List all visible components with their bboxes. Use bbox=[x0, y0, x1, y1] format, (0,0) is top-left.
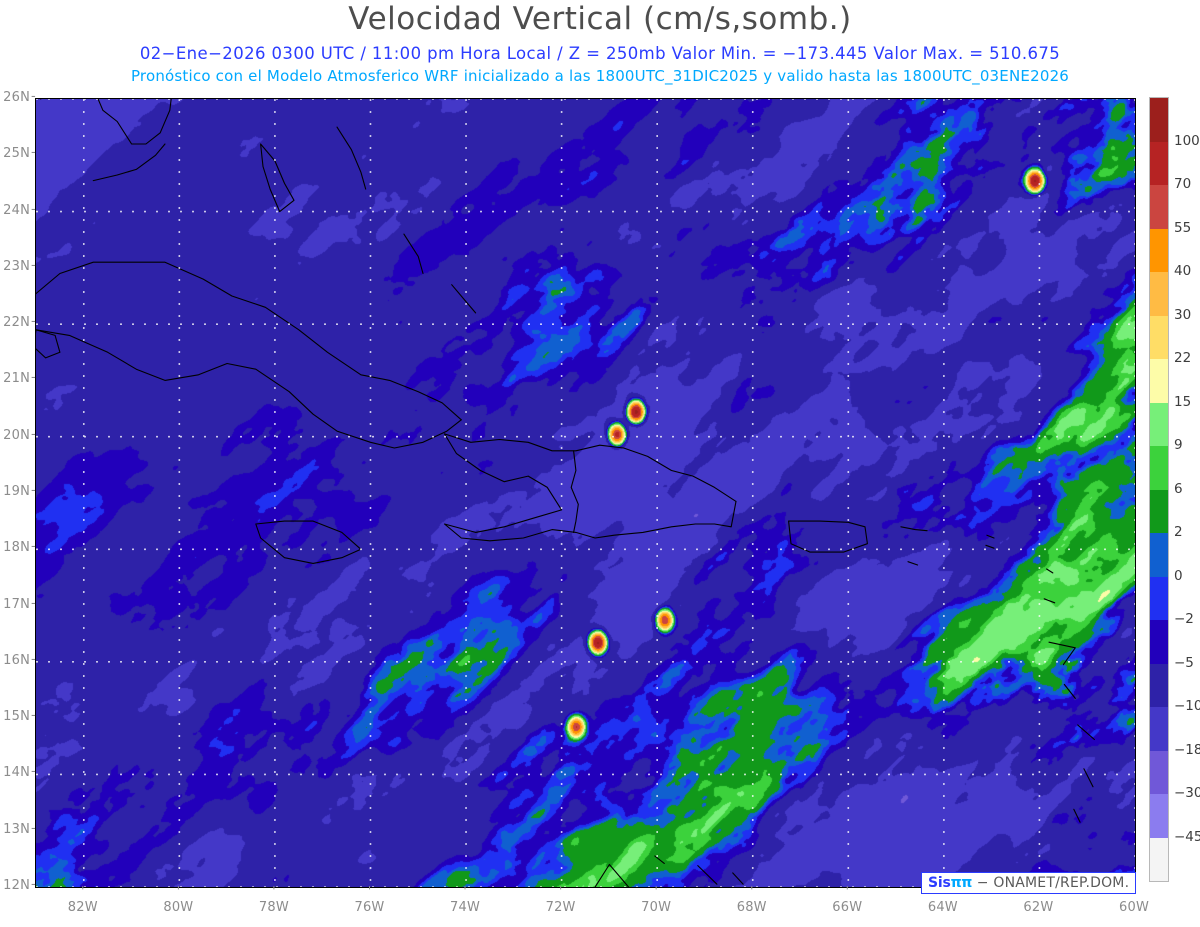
y-axis-tick-label: 15N bbox=[3, 709, 30, 725]
vertical-velocity-field bbox=[36, 99, 1135, 887]
x-axis-tick-mark: ' bbox=[272, 884, 276, 898]
page-title: Velocidad Vertical (cm/s,somb.) bbox=[348, 1, 852, 37]
brand-mark-icon: ππ bbox=[950, 875, 973, 891]
colorbar-tick-label: 55 bbox=[1174, 219, 1192, 236]
colorbar-tick-label: −5 bbox=[1174, 654, 1194, 671]
colorbar-band bbox=[1150, 402, 1168, 446]
x-axis-tick-label: 62W bbox=[1023, 900, 1054, 915]
colorbar-tick-label: 22 bbox=[1174, 350, 1192, 366]
colorbar-band bbox=[1150, 663, 1168, 707]
colorbar-band bbox=[1150, 446, 1168, 490]
agency-name: − ONAMET/REP.DOM. bbox=[976, 875, 1130, 891]
y-axis-tick-label: 17N bbox=[3, 596, 30, 612]
colorbar-tick-label: 2 bbox=[1174, 524, 1183, 540]
x-axis-tick-label: 76W bbox=[354, 900, 385, 915]
y-axis-tick-mark: - bbox=[31, 595, 36, 611]
y-axis-tick-label: 13N bbox=[3, 821, 30, 837]
colorbar-tick-label: 6 bbox=[1174, 480, 1183, 497]
colorbar-band bbox=[1150, 707, 1168, 751]
y-axis-tick-label: 21N bbox=[3, 371, 30, 387]
colorbar-band bbox=[1150, 272, 1168, 316]
colorbar-band bbox=[1150, 837, 1168, 881]
y-axis-tick-label: 23N bbox=[3, 258, 30, 274]
colorbar-tick-label: −2 bbox=[1174, 611, 1194, 627]
x-axis-tick-label: 60W bbox=[1119, 900, 1149, 915]
colorbar-band bbox=[1150, 315, 1168, 359]
x-axis-tick-label: 70W bbox=[641, 900, 672, 915]
colorbar-band bbox=[1150, 98, 1168, 142]
x-axis-tick-mark: ' bbox=[176, 884, 180, 898]
x-axis-tick-mark: ' bbox=[654, 884, 658, 898]
colorbar-band bbox=[1150, 576, 1168, 620]
y-axis-tick-label: 22N bbox=[3, 315, 30, 331]
y-axis-tick-label: 16N bbox=[3, 652, 30, 668]
colorbar-tick-label: 70 bbox=[1174, 176, 1192, 192]
y-axis-tick-mark: - bbox=[31, 877, 36, 892]
y-axis-tick-mark: - bbox=[31, 201, 36, 217]
x-axis-tick-label: 66W bbox=[832, 900, 863, 915]
x-axis-tick-mark: ' bbox=[463, 884, 467, 898]
y-axis-tick-mark: - bbox=[31, 145, 36, 161]
model-init-line: Pronóstico con el Modelo Atmosferico WRF… bbox=[130, 67, 1070, 85]
x-axis-tick-mark: ' bbox=[81, 884, 85, 898]
y-axis-tick-label: 18N bbox=[3, 540, 30, 556]
y-axis-tick-label: 12N bbox=[3, 878, 30, 893]
colorbar-band bbox=[1150, 185, 1168, 229]
x-axis-tick-label: 82W bbox=[67, 900, 98, 915]
x-axis-tick-mark: ' bbox=[558, 884, 563, 898]
colorbar-tick-label: 30 bbox=[1174, 306, 1192, 323]
colorbar-tick-label: 15 bbox=[1174, 393, 1192, 410]
colorbar-band bbox=[1150, 228, 1168, 272]
y-axis-tick-mark: - bbox=[31, 708, 36, 724]
x-axis-tick-label: 74W bbox=[450, 900, 481, 915]
x-axis-tick-label: 78W bbox=[258, 900, 289, 915]
y-axis-tick-label: 20N bbox=[3, 427, 30, 443]
colorbar-band bbox=[1150, 750, 1168, 794]
colorbar-band bbox=[1150, 359, 1168, 403]
colorbar-band bbox=[1150, 533, 1168, 577]
x-axis-tick-mark: ' bbox=[845, 884, 849, 898]
y-axis-tick-mark: - bbox=[31, 820, 36, 836]
colorbar-band bbox=[1150, 794, 1168, 838]
map-plot-area[interactable] bbox=[35, 98, 1136, 888]
x-axis-tick-label: 72W bbox=[545, 900, 576, 915]
x-axis-tick-label: 68W bbox=[736, 900, 767, 915]
colorbar-tick-label: 40 bbox=[1174, 263, 1192, 279]
colorbar-tick-label: −10 bbox=[1174, 698, 1200, 714]
colorbar-band bbox=[1150, 141, 1168, 185]
y-axis-tick-label: 14N bbox=[3, 765, 30, 781]
brand-name: Sis bbox=[928, 875, 951, 891]
y-axis-tick-mark: - bbox=[31, 89, 36, 104]
y-axis-tick-label: 26N bbox=[3, 90, 30, 105]
y-axis-tick-mark: - bbox=[31, 314, 36, 330]
x-axis-tick-label: 64W bbox=[927, 900, 958, 915]
colorbar-band bbox=[1150, 620, 1168, 664]
y-axis-tick-label: 24N bbox=[3, 202, 30, 218]
chart-header: Velocidad Vertical (cm/s,somb.) 02−Ene−2… bbox=[0, 0, 1200, 92]
colorbar-tick-label: 9 bbox=[1174, 437, 1183, 453]
y-axis-tick-mark: - bbox=[31, 483, 36, 498]
forecast-valid-line: 02−Ene−2026 0300 UTC / 11:00 pm Hora Loc… bbox=[139, 44, 1061, 63]
colorbar-tick-label: 100 bbox=[1174, 132, 1200, 149]
x-axis-tick-mark: ' bbox=[750, 884, 754, 898]
y-axis-tick-mark: - bbox=[31, 764, 36, 780]
colorbar[interactable] bbox=[1149, 97, 1169, 882]
y-axis-tick-mark: - bbox=[31, 257, 36, 273]
colorbar-tick-label: 0 bbox=[1174, 567, 1183, 584]
colorbar-band bbox=[1150, 489, 1168, 533]
y-axis-tick-mark: - bbox=[31, 539, 36, 555]
y-axis-tick-label: 25N bbox=[3, 146, 30, 162]
colorbar-tick-label: −30 bbox=[1174, 785, 1200, 801]
colorbar-tick-label: −45 bbox=[1174, 828, 1200, 845]
attribution-badge: Sis ππ − ONAMET/REP.DOM. bbox=[921, 872, 1137, 894]
x-axis-tick-label: 80W bbox=[163, 900, 194, 915]
y-axis-tick-mark: - bbox=[31, 426, 36, 442]
y-axis-tick-label: 19N bbox=[3, 484, 30, 499]
x-axis-tick-mark: ' bbox=[367, 884, 372, 898]
y-axis-tick-mark: - bbox=[31, 370, 36, 386]
y-axis-tick-mark: - bbox=[31, 651, 36, 667]
colorbar-tick-label: −18 bbox=[1174, 741, 1200, 758]
